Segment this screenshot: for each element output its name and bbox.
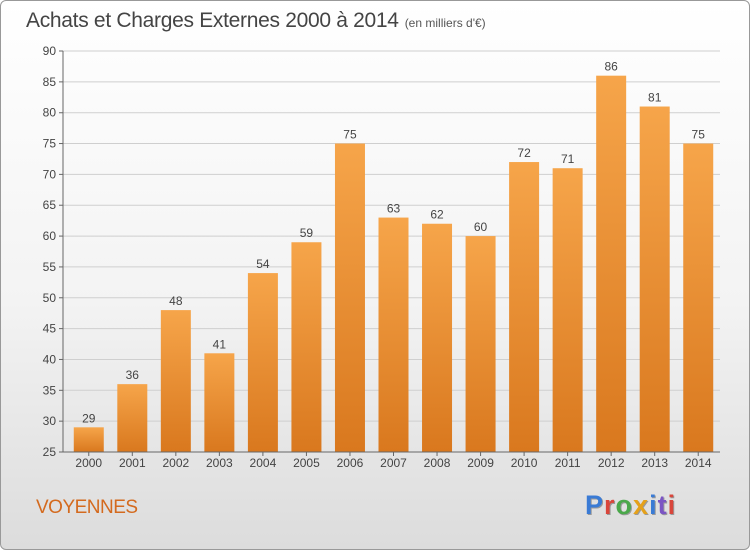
bar-value-label: 29 [82, 411, 96, 425]
y-tick-label: 30 [43, 414, 57, 428]
chart-subtitle: (en milliers d'€) [404, 16, 486, 30]
bar-2001 [117, 384, 148, 452]
y-tick-label: 70 [43, 167, 57, 181]
y-tick-label: 55 [43, 260, 57, 274]
bar-2006 [334, 143, 365, 453]
y-tick-label: 40 [43, 352, 57, 366]
x-tick-label: 2001 [119, 456, 146, 470]
brand-letter: o [615, 490, 634, 520]
x-tick-label: 2006 [337, 456, 364, 470]
bar-value-label: 63 [387, 202, 401, 216]
y-tick-label: 35 [43, 383, 57, 397]
bar-2012 [596, 75, 627, 452]
bar-value-label: 60 [474, 220, 488, 234]
bar-2004 [247, 273, 278, 452]
bar-2014 [683, 143, 714, 453]
y-axis: 25 30 35 40 45 50 55 60 65 70 75 80 85 90 [43, 44, 64, 459]
bar-2011 [552, 168, 583, 452]
bar-value-label: 86 [604, 60, 618, 74]
bar-2010 [509, 162, 540, 453]
x-tick-label: 2008 [424, 456, 451, 470]
bar-value-label: 59 [300, 226, 314, 240]
bar-2003 [204, 353, 235, 452]
bar-value-label: 81 [648, 91, 662, 105]
brand-letter: t [657, 490, 668, 520]
y-tick-label: 90 [43, 44, 57, 58]
city-name: VOYENNES [36, 497, 138, 518]
y-tick-label: 80 [43, 106, 57, 120]
bar-2002 [160, 310, 191, 452]
bar-value-label: 75 [343, 128, 357, 142]
x-tick-label: 2012 [598, 456, 625, 470]
bar-2005 [291, 242, 322, 452]
brand-letter: i [649, 490, 658, 520]
chart-title-text: Achats et Charges Externes 2000 à 2014 [26, 9, 399, 32]
brand-logo: Proxiti [585, 490, 676, 521]
bar-value-label: 36 [126, 368, 140, 382]
bar-2009 [465, 236, 496, 452]
x-tick-label: 2013 [641, 456, 668, 470]
brand-letter: P [585, 490, 605, 520]
y-tick-label: 25 [43, 445, 57, 459]
bar-value-label: 48 [169, 294, 183, 308]
bar-value-label: 75 [692, 128, 706, 142]
y-tick-label: 75 [43, 137, 57, 151]
x-axis: 2000 2001 2002 2003 2004 2005 2006 2007 2008 2009… [63, 451, 720, 470]
y-tick-label: 45 [43, 322, 57, 336]
brand-letter: r [604, 490, 616, 520]
x-tick-label: 2004 [250, 456, 277, 470]
brand-letter: i [667, 490, 677, 520]
bar-value-label: 41 [213, 337, 227, 351]
bar-value-label: 71 [561, 152, 575, 166]
x-tick-label: 2010 [511, 456, 538, 470]
bar-value-label: 54 [256, 257, 270, 271]
y-tick-label: 60 [43, 229, 57, 243]
x-tick-label: 2003 [206, 456, 233, 470]
x-tick-label: 2009 [467, 456, 494, 470]
x-tick-label: 2014 [685, 456, 712, 470]
bar-2000 [73, 427, 104, 452]
bar-2008 [422, 223, 453, 452]
bar-value-label: 62 [430, 208, 444, 222]
bars: 29 36 48 41 54 59 75 63 62 60 72 71 86 81 75 [73, 60, 714, 453]
x-tick-label: 2000 [75, 456, 102, 470]
y-tick-label: 65 [43, 198, 57, 212]
x-tick-label: 2011 [555, 456, 581, 470]
x-tick-label: 2002 [162, 456, 189, 470]
y-tick-label: 50 [43, 291, 57, 305]
bar-2007 [378, 217, 409, 452]
bar-value-label: 72 [517, 146, 531, 160]
y-tick-label: 85 [43, 75, 57, 89]
bar-2013 [639, 106, 670, 453]
brand-letter: x [633, 490, 650, 520]
x-tick-label: 2007 [380, 456, 407, 470]
chart-title: Achats et Charges Externes 2000 à 2014 (e… [26, 9, 486, 33]
x-tick-label: 2005 [293, 456, 320, 470]
